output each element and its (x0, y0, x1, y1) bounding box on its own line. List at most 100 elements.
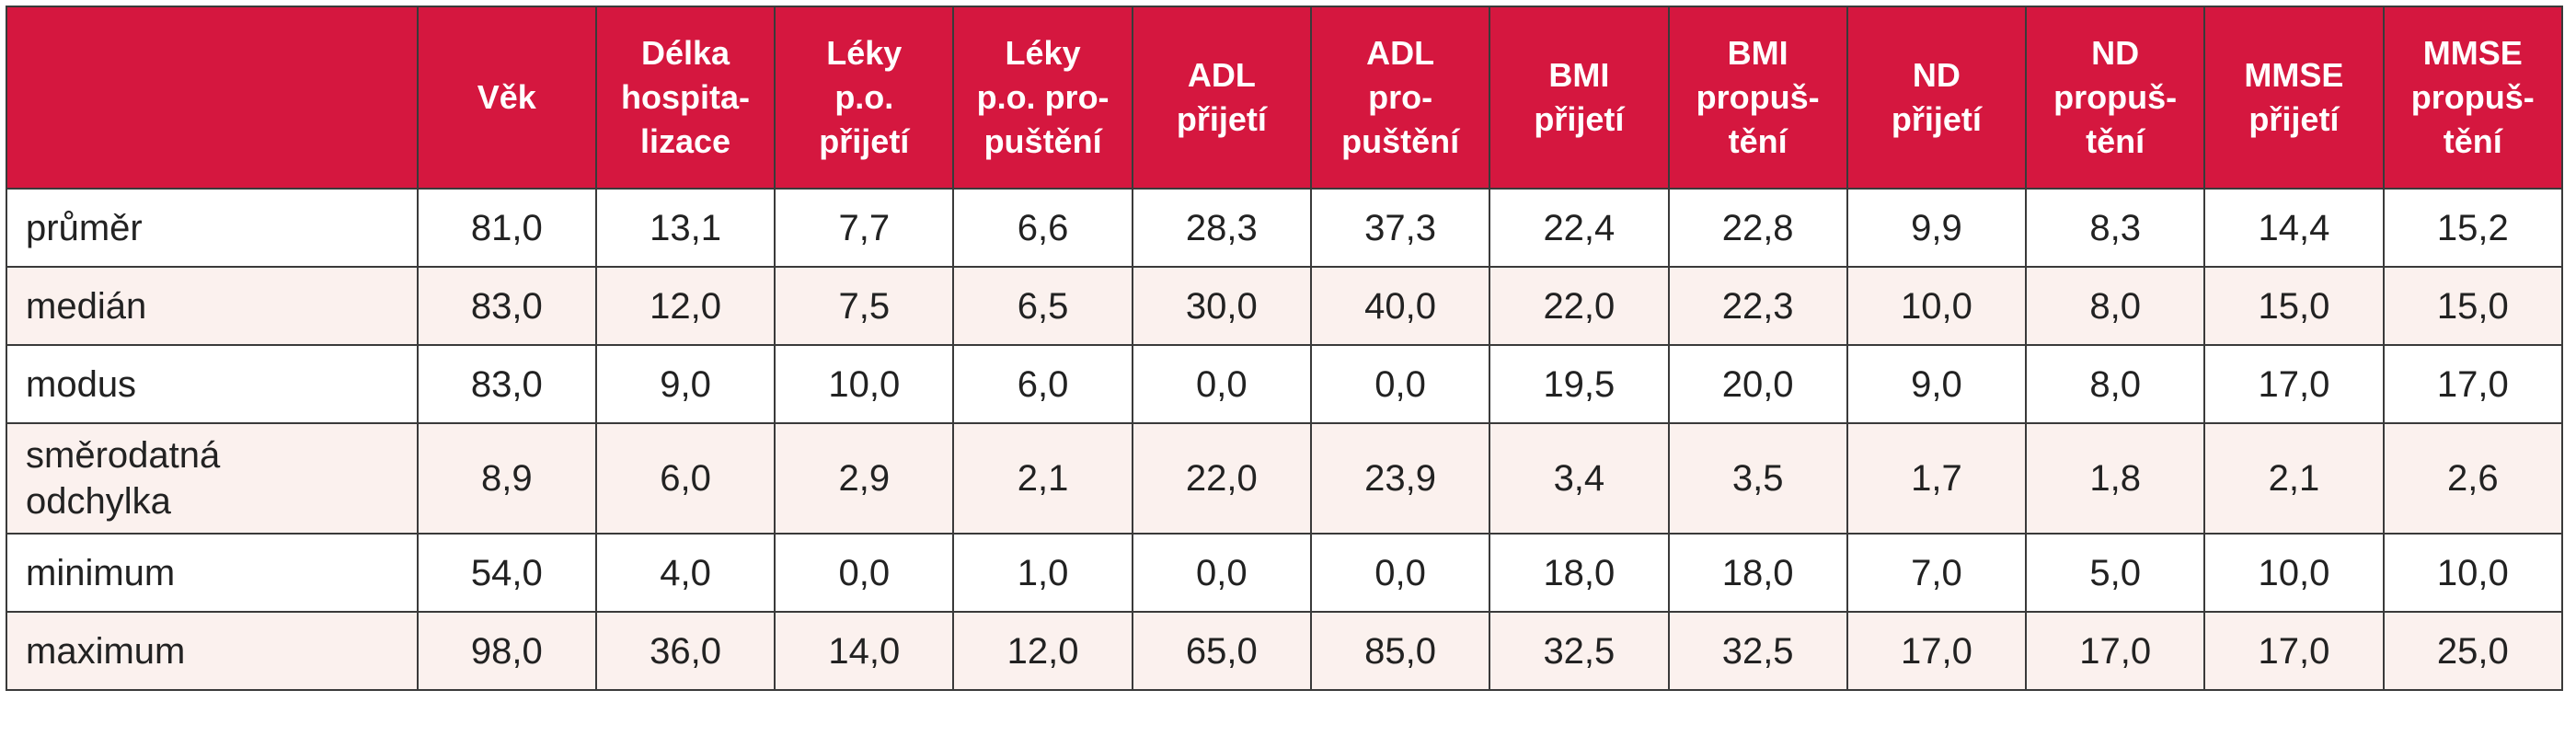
value-cell: 6,5 (952, 266, 1133, 346)
value-cell: 17,0 (2025, 611, 2206, 691)
header-cell-corner (6, 6, 419, 190)
descriptive-statistics-table: Věk Délka hospita- lizace Léky p.o. přij… (6, 6, 2564, 691)
value-cell: 1,0 (952, 533, 1133, 613)
value-cell: 10,0 (774, 344, 955, 424)
value-cell: 98,0 (416, 611, 597, 691)
table-body: průměr 81,0 13,1 7,7 6,6 28,3 37,3 22,4 22,8 9,9 8… (6, 188, 2564, 691)
value-cell: 32,5 (1667, 611, 1848, 691)
value-cell: 14,4 (2203, 188, 2385, 268)
value-cell: 8,0 (2025, 344, 2206, 424)
value-cell: 7,0 (1846, 533, 2028, 613)
value-cell: 19,5 (1489, 344, 1670, 424)
table-row: medián 83,0 12,0 7,5 6,5 30,0 40,0 22,0 22,3 10,0… (6, 266, 2564, 346)
header-cell-bmi-prijeti: BMI přijetí (1489, 6, 1670, 190)
value-cell: 54,0 (416, 533, 597, 613)
value-cell: 2,9 (774, 422, 955, 535)
value-cell: 1,8 (2025, 422, 2206, 535)
value-cell: 15,0 (2382, 266, 2564, 346)
value-cell: 8,0 (2025, 266, 2206, 346)
value-cell: 36,0 (594, 611, 776, 691)
row-label-cell: směrodatná odchylka (6, 422, 419, 535)
value-cell: 9,0 (1846, 344, 2028, 424)
value-cell: 0,0 (1309, 344, 1491, 424)
value-cell: 22,4 (1489, 188, 1670, 268)
value-cell: 10,0 (2203, 533, 2385, 613)
value-cell: 25,0 (2382, 611, 2564, 691)
value-cell: 15,0 (2203, 266, 2385, 346)
header-cell-vek: Věk (416, 6, 597, 190)
value-cell: 17,0 (1846, 611, 2028, 691)
value-cell: 2,1 (952, 422, 1133, 535)
table-row: směrodatná odchylka 8,9 6,0 2,9 2,1 22,0 23,9 3… (6, 422, 2564, 535)
value-cell: 18,0 (1667, 533, 1848, 613)
value-cell: 83,0 (416, 344, 597, 424)
value-cell: 7,7 (774, 188, 955, 268)
header-cell-bmi-propusteni: BMI propuš- tění (1667, 6, 1848, 190)
value-cell: 85,0 (1309, 611, 1491, 691)
value-cell: 4,0 (594, 533, 776, 613)
value-cell: 13,1 (594, 188, 776, 268)
value-cell: 2,6 (2382, 422, 2564, 535)
value-cell: 30,0 (1131, 266, 1312, 346)
value-cell: 23,9 (1309, 422, 1491, 535)
value-cell: 15,2 (2382, 188, 2564, 268)
value-cell: 2,1 (2203, 422, 2385, 535)
value-cell: 0,0 (1131, 344, 1312, 424)
stats-table-container: Věk Délka hospita- lizace Léky p.o. přij… (6, 6, 2564, 691)
header-cell-adl-propusteni: ADL pro- puštění (1309, 6, 1491, 190)
table-row: minimum 54,0 4,0 0,0 1,0 0,0 0,0 18,0 18,0 7,0 5,0… (6, 533, 2564, 613)
header-row: Věk Délka hospita- lizace Léky p.o. přij… (6, 6, 2564, 190)
row-label-cell: maximum (6, 611, 419, 691)
row-label-cell: minimum (6, 533, 419, 613)
value-cell: 1,7 (1846, 422, 2028, 535)
header-cell-leky-propusteni: Léky p.o. pro- puštění (952, 6, 1133, 190)
row-label-cell: modus (6, 344, 419, 424)
value-cell: 32,5 (1489, 611, 1670, 691)
value-cell: 8,9 (416, 422, 597, 535)
value-cell: 0,0 (1131, 533, 1312, 613)
value-cell: 10,0 (1846, 266, 2028, 346)
header-cell-adl-prijeti: ADL přijetí (1131, 6, 1312, 190)
row-label-cell: průměr (6, 188, 419, 268)
value-cell: 0,0 (1309, 533, 1491, 613)
value-cell: 9,9 (1846, 188, 2028, 268)
value-cell: 28,3 (1131, 188, 1312, 268)
value-cell: 22,0 (1489, 266, 1670, 346)
header-cell-leky-prijeti: Léky p.o. přijetí (774, 6, 955, 190)
header-cell-mmse-prijeti: MMSE přijetí (2203, 6, 2385, 190)
table-row: modus 83,0 9,0 10,0 6,0 0,0 0,0 19,5 20,0 9,0 8,0 1… (6, 344, 2564, 424)
value-cell: 10,0 (2382, 533, 2564, 613)
table-row: maximum 98,0 36,0 14,0 12,0 65,0 85,0 32,5 32,5 1… (6, 611, 2564, 691)
value-cell: 6,0 (952, 344, 1133, 424)
header-cell-delka-hospitalizace: Délka hospita- lizace (594, 6, 776, 190)
value-cell: 17,0 (2382, 344, 2564, 424)
value-cell: 3,4 (1489, 422, 1670, 535)
value-cell: 8,3 (2025, 188, 2206, 268)
value-cell: 40,0 (1309, 266, 1491, 346)
value-cell: 12,0 (952, 611, 1133, 691)
value-cell: 9,0 (594, 344, 776, 424)
value-cell: 12,0 (594, 266, 776, 346)
header-cell-nd-prijeti: ND přijetí (1846, 6, 2028, 190)
row-label-cell: medián (6, 266, 419, 346)
value-cell: 0,0 (774, 533, 955, 613)
value-cell: 37,3 (1309, 188, 1491, 268)
value-cell: 18,0 (1489, 533, 1670, 613)
table-row: průměr 81,0 13,1 7,7 6,6 28,3 37,3 22,4 22,8 9,9 8… (6, 188, 2564, 268)
value-cell: 22,3 (1667, 266, 1848, 346)
value-cell: 65,0 (1131, 611, 1312, 691)
value-cell: 17,0 (2203, 611, 2385, 691)
value-cell: 6,0 (594, 422, 776, 535)
value-cell: 17,0 (2203, 344, 2385, 424)
value-cell: 6,6 (952, 188, 1133, 268)
value-cell: 5,0 (2025, 533, 2206, 613)
value-cell: 7,5 (774, 266, 955, 346)
table-header: Věk Délka hospita- lizace Léky p.o. přij… (6, 6, 2564, 190)
value-cell: 22,8 (1667, 188, 1848, 268)
value-cell: 83,0 (416, 266, 597, 346)
value-cell: 20,0 (1667, 344, 1848, 424)
value-cell: 3,5 (1667, 422, 1848, 535)
header-cell-mmse-propusteni: MMSE propuš- tění (2382, 6, 2564, 190)
value-cell: 81,0 (416, 188, 597, 268)
value-cell: 22,0 (1131, 422, 1312, 535)
